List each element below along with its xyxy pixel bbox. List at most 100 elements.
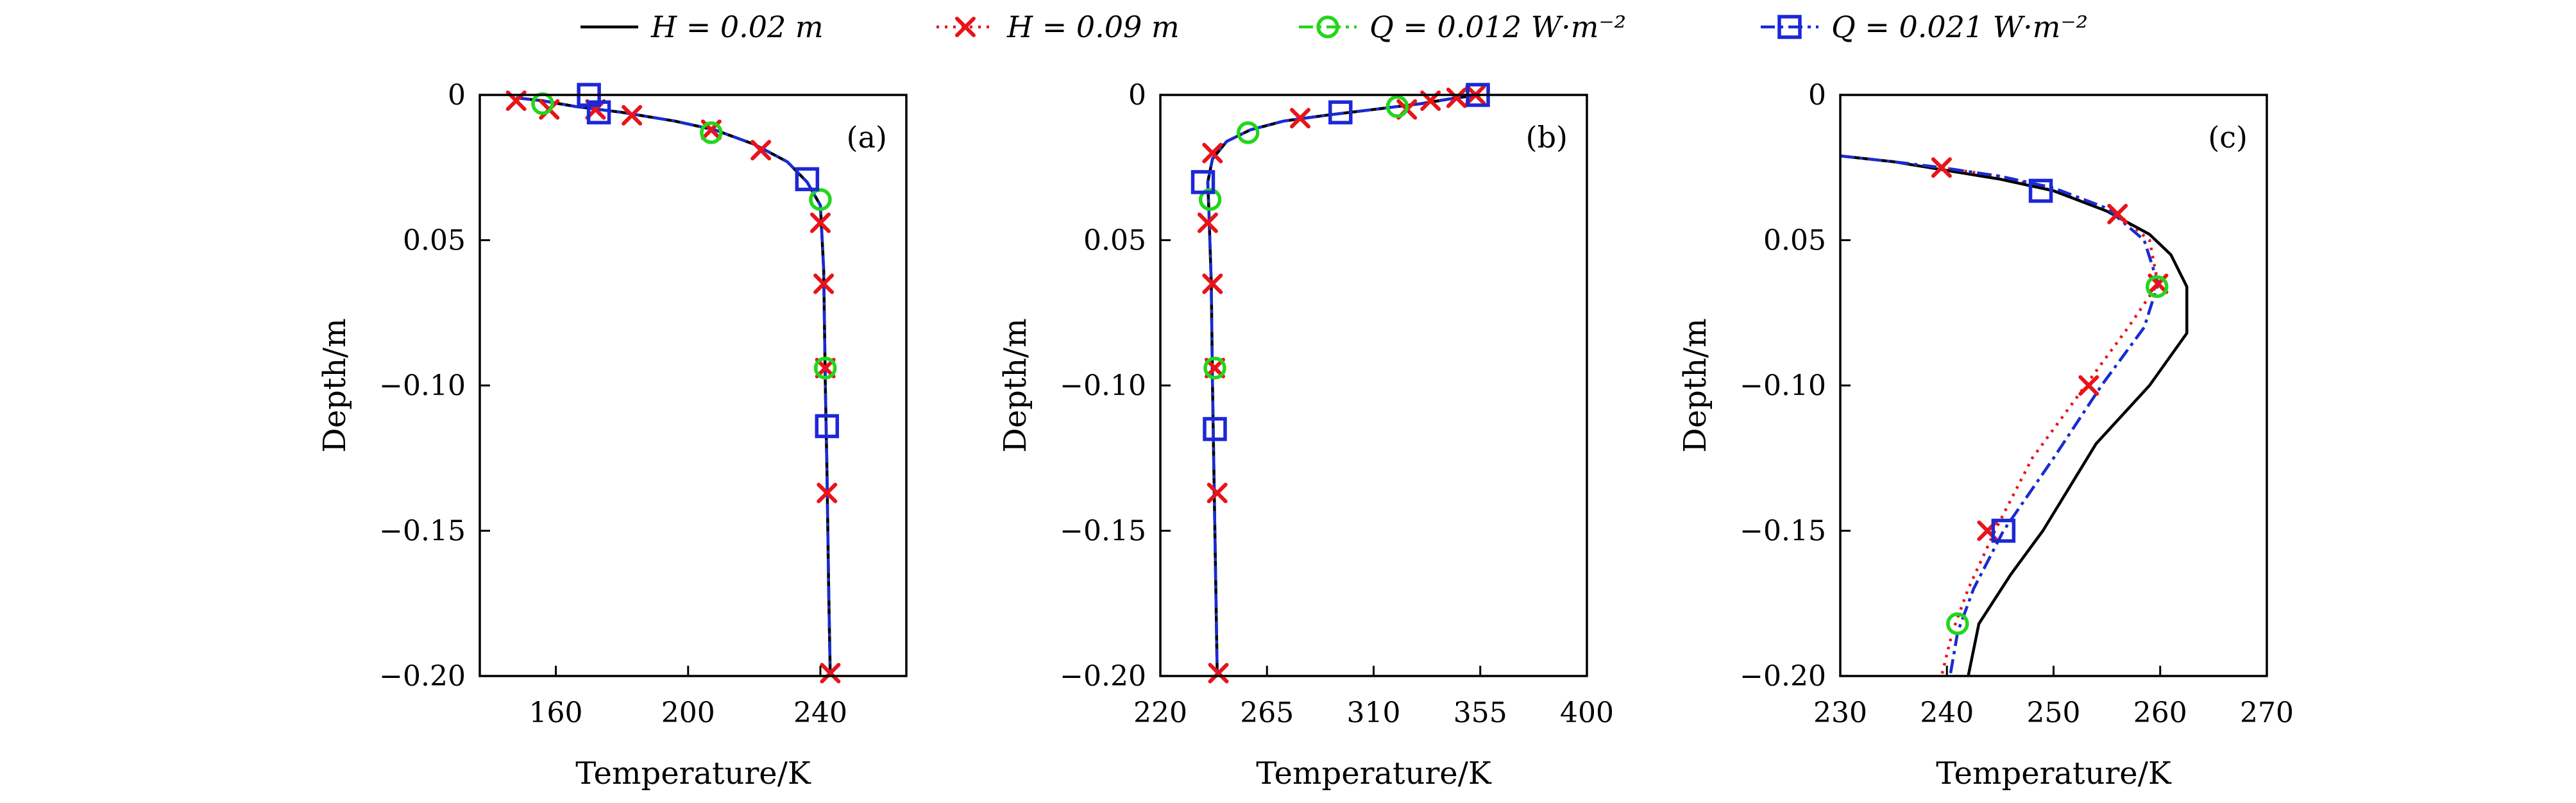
data-marker bbox=[1207, 482, 1228, 503]
series-line bbox=[516, 96, 832, 676]
data-marker bbox=[750, 140, 772, 161]
legend-label: H = 0.02 m bbox=[650, 10, 824, 44]
y-tick-label: 0 bbox=[1808, 79, 1826, 112]
y-axis-title: Depth/m bbox=[1677, 318, 1713, 453]
data-marker bbox=[1446, 87, 1467, 108]
plot-area bbox=[516, 96, 832, 676]
series-line bbox=[516, 96, 832, 676]
x-tick-label: 160 bbox=[529, 697, 583, 729]
data-marker bbox=[813, 273, 835, 294]
y-tick-label: −0.10 bbox=[1740, 369, 1826, 402]
panels: 160 200 240 0 0.05 −0.10 −0.15 −0.20 Temperature… bbox=[317, 79, 2294, 791]
series-line bbox=[1206, 95, 1481, 676]
x-tick-label: 260 bbox=[2133, 697, 2187, 729]
legend-label: H = 0.09 m bbox=[1006, 10, 1180, 44]
legend-entry: H = 0.09 m bbox=[936, 10, 1180, 44]
panel-label: (b) bbox=[1526, 120, 1568, 155]
data-marker bbox=[815, 414, 840, 439]
plot-area bbox=[1206, 95, 1481, 676]
data-marker bbox=[2146, 275, 2169, 298]
x-tick-label: 220 bbox=[1133, 697, 1187, 729]
data-marker bbox=[809, 188, 832, 211]
data-marker bbox=[1991, 518, 2016, 543]
series-markers bbox=[1191, 83, 1490, 684]
axes-frame bbox=[479, 94, 908, 677]
y-tick-label: −0.10 bbox=[379, 369, 466, 402]
data-marker bbox=[1203, 417, 1227, 441]
legend-label: Q = 0.012 W·m⁻² bbox=[1369, 10, 1626, 44]
y-tick-label: −0.20 bbox=[1740, 660, 1826, 693]
legend: H = 0.02 m H = 0.09 m Q = 0.012 W·m⁻² Q = 0… bbox=[580, 10, 2088, 44]
data-marker bbox=[1931, 157, 1952, 178]
chart-panel: 220 265 310 355 400 0 0.05 −0.10 −0.15 −0.20 Tempe… bbox=[997, 79, 1614, 791]
y-tick-label: −0.15 bbox=[1060, 515, 1146, 548]
x-axis-title: Temperature/K bbox=[1256, 756, 1492, 791]
data-marker bbox=[1202, 142, 1223, 164]
data-marker bbox=[1289, 108, 1310, 129]
legend-marker bbox=[955, 17, 976, 37]
legend-marker bbox=[1316, 15, 1339, 38]
y-tick-label: 0 bbox=[448, 79, 466, 112]
y-tick-label: 0 bbox=[1128, 79, 1146, 112]
legend-label: Q = 0.021 W·m⁻² bbox=[1831, 10, 2088, 44]
legend-entry: Q = 0.021 W·m⁻² bbox=[1761, 10, 2088, 44]
series-line bbox=[1840, 154, 2160, 676]
series-line bbox=[1206, 95, 1481, 676]
series-markers bbox=[505, 83, 841, 684]
legend-marker bbox=[1777, 15, 1802, 39]
series-line bbox=[1840, 154, 2160, 676]
data-marker bbox=[817, 482, 838, 503]
y-tick-label: 0.05 bbox=[1763, 224, 1826, 257]
data-marker bbox=[700, 121, 723, 144]
data-marker bbox=[820, 663, 841, 684]
data-marker bbox=[2028, 178, 2053, 203]
series-line bbox=[516, 96, 832, 676]
x-axis-title: Temperature/K bbox=[575, 756, 811, 791]
x-tick-label: 230 bbox=[1813, 697, 1867, 729]
data-marker bbox=[1191, 170, 1216, 194]
chart-panel: 230 240 250 260 270 0 0.05 −0.10 −0.15 −0.20 Tempe… bbox=[1677, 79, 2294, 791]
x-tick-label: 265 bbox=[1240, 697, 1294, 729]
data-marker bbox=[1202, 273, 1223, 294]
x-tick-label: 240 bbox=[793, 697, 847, 729]
data-marker bbox=[586, 100, 611, 124]
data-marker bbox=[1198, 188, 1222, 211]
series-line bbox=[1840, 154, 2189, 676]
x-tick-label: 270 bbox=[2240, 697, 2294, 729]
x-tick-label: 355 bbox=[1453, 697, 1507, 729]
data-marker bbox=[1385, 95, 1409, 118]
y-axis-title: Depth/m bbox=[997, 318, 1033, 453]
legend-entry: Q = 0.012 W·m⁻² bbox=[1299, 10, 1626, 44]
data-marker bbox=[1946, 612, 1969, 636]
data-marker bbox=[622, 105, 643, 126]
x-tick-label: 200 bbox=[661, 697, 715, 729]
y-tick-label: −0.20 bbox=[1060, 660, 1146, 693]
plot-area bbox=[1840, 154, 2189, 676]
x-tick-label: 250 bbox=[2027, 697, 2081, 729]
series-line bbox=[516, 96, 832, 676]
data-marker bbox=[1203, 357, 1226, 380]
y-axis-title: Depth/m bbox=[317, 318, 353, 453]
data-marker bbox=[1208, 663, 1229, 684]
data-marker bbox=[2107, 203, 2128, 224]
data-marker bbox=[809, 212, 831, 233]
legend-entry: H = 0.02 m bbox=[580, 10, 824, 44]
series-line bbox=[1206, 95, 1481, 676]
series-line bbox=[1206, 95, 1481, 676]
data-marker bbox=[2078, 375, 2099, 396]
x-tick-label: 310 bbox=[1347, 697, 1401, 729]
x-axis-title: Temperature/K bbox=[1936, 756, 2172, 791]
y-tick-label: −0.10 bbox=[1060, 369, 1146, 402]
data-marker bbox=[1236, 121, 1260, 144]
panel-label: (c) bbox=[2208, 120, 2248, 155]
series-markers bbox=[1931, 157, 2169, 636]
data-marker bbox=[1328, 100, 1353, 124]
data-marker bbox=[795, 167, 820, 192]
y-tick-label: 0.05 bbox=[1083, 224, 1146, 257]
x-tick-label: 400 bbox=[1560, 697, 1614, 729]
axes-frame bbox=[1159, 94, 1588, 677]
y-tick-label: 0.05 bbox=[403, 224, 466, 257]
x-tick-label: 240 bbox=[1920, 697, 1974, 729]
data-marker bbox=[1197, 212, 1218, 233]
